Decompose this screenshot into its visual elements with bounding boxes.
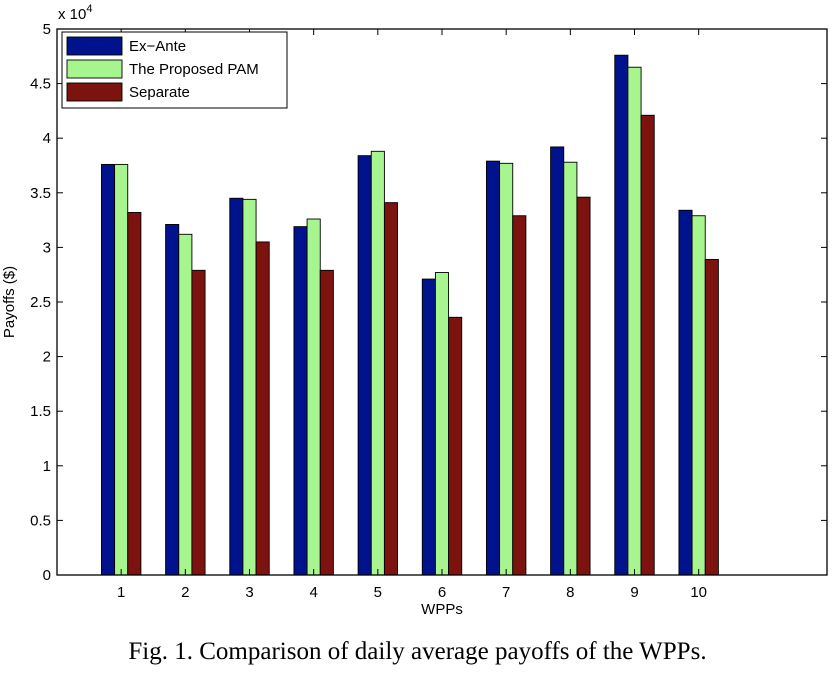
legend-swatch-1 — [66, 36, 123, 56]
bar-separate-wpp-1 — [127, 212, 142, 576]
x-axis-label: WPPs — [421, 601, 463, 618]
bar-ex-ante-wpp-7 — [485, 160, 501, 576]
x-tick-label: 4 — [309, 584, 317, 601]
x-tick-label: 7 — [502, 584, 510, 601]
y-tick-label: 1.5 — [30, 403, 51, 420]
bar-the-proposed-pam-wpp-2 — [178, 233, 193, 576]
bar-separate-wpp-2 — [191, 269, 206, 576]
x-tick-label: 9 — [630, 584, 638, 601]
x-tick-label: 1 — [117, 584, 125, 601]
legend-swatch-2 — [66, 59, 123, 79]
bar-ex-ante-wpp-4 — [293, 226, 308, 576]
bar-ex-ante-wpp-1 — [100, 163, 116, 576]
x-tick-label: 10 — [690, 584, 707, 601]
bars — [100, 54, 719, 576]
bar-the-proposed-pam-wpp-3 — [242, 198, 257, 576]
bar-separate-wpp-9 — [640, 114, 655, 576]
bar-ex-ante-wpp-6 — [421, 278, 436, 576]
figure-caption: Fig. 1. Comparison of daily average payo… — [128, 638, 707, 665]
y-tick-label: 3.5 — [30, 185, 51, 202]
bar-separate-wpp-5 — [383, 202, 399, 576]
y-tick-label: 5 — [43, 21, 51, 38]
bar-the-proposed-pam-wpp-6 — [434, 272, 450, 576]
y-tick-label: 0.5 — [30, 512, 51, 529]
bar-ex-ante-wpp-9 — [614, 54, 629, 576]
y-exponent: x 104 — [58, 3, 92, 23]
y-tick-label: 0 — [43, 567, 51, 584]
bar-separate-wpp-10 — [704, 258, 719, 576]
x-tick-label: 3 — [245, 584, 253, 601]
bar-the-proposed-pam-wpp-9 — [627, 66, 642, 576]
legend: Ex−Ante The Proposed PAM Separate — [61, 31, 288, 109]
bar-the-proposed-pam-wpp-7 — [499, 162, 514, 576]
legend-label-3: Separate — [129, 84, 190, 101]
bar-ex-ante-wpp-8 — [550, 146, 565, 576]
x-tick-label: 6 — [438, 584, 446, 601]
bar-ex-ante-wpp-5 — [357, 155, 372, 576]
y-tick-label: 1 — [43, 458, 51, 475]
bar-ex-ante-wpp-10 — [678, 209, 693, 576]
bar-separate-wpp-4 — [319, 269, 334, 576]
bar-ex-ante-wpp-3 — [229, 197, 244, 576]
bar-the-proposed-pam-wpp-5 — [370, 150, 385, 576]
legend-swatch-3 — [66, 82, 123, 102]
y-tick-label: 2 — [43, 349, 51, 366]
plot-frame — [56, 28, 828, 576]
y-tick-label: 3 — [43, 239, 51, 256]
y-axis-label: Payoffs ($) — [1, 266, 18, 338]
bar-separate-wpp-8 — [576, 196, 591, 576]
y-tick-label: 4 — [43, 130, 51, 147]
x-tick-label: 5 — [374, 584, 382, 601]
bar-the-proposed-pam-wpp-4 — [306, 218, 321, 576]
legend-label-2: The Proposed PAM — [129, 61, 259, 78]
bar-separate-wpp-6 — [448, 316, 463, 576]
bar-the-proposed-pam-wpp-8 — [563, 161, 578, 576]
x-tick-label: 2 — [181, 584, 189, 601]
x-tick-label: 8 — [566, 584, 574, 601]
bar-ex-ante-wpp-2 — [165, 224, 180, 576]
bar-the-proposed-pam-wpp-10 — [691, 215, 706, 576]
bar-the-proposed-pam-wpp-1 — [114, 163, 129, 576]
legend-label-1: Ex−Ante — [129, 38, 186, 55]
y-tick-label: 4.5 — [30, 76, 51, 93]
bar-chart: 1 2 3 4 5 6 7 8 9 10 0 0.5 1 1.5 2 2.5 3 3.5 4 4.5 5 x 104 W… — [1, 3, 828, 618]
bar-separate-wpp-7 — [512, 215, 527, 576]
y-tick-label: 2.5 — [30, 294, 51, 311]
bar-separate-wpp-3 — [255, 241, 270, 576]
